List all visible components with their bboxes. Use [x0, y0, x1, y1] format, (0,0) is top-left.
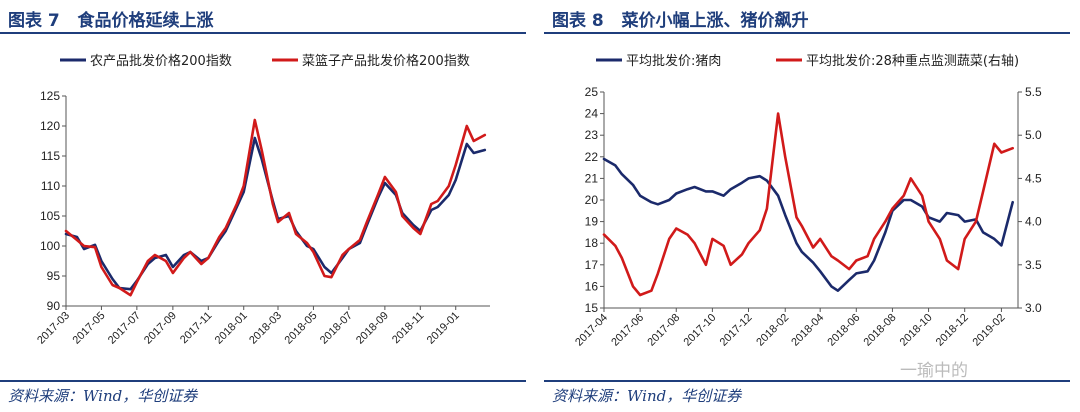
y-tick-label: 120: [40, 119, 60, 133]
y2-tick-label: 5.0: [1025, 128, 1042, 142]
legend-label: 农产品批发价格200指数: [90, 53, 232, 69]
y-tick-label: 18: [585, 236, 599, 250]
source-rule: [544, 380, 1070, 382]
x-tick-label: 2017-03: [35, 310, 72, 347]
y-tick-label: 95: [47, 269, 61, 283]
y-tick-label: 15: [585, 301, 599, 315]
x-tick-label: 2018-12: [934, 312, 971, 349]
watermark: 一瑜中的: [900, 361, 968, 381]
y-tick-label: 23: [585, 128, 599, 142]
x-tick-label: 2018-09: [354, 310, 391, 347]
y-tick-label: 19: [585, 215, 599, 229]
y2-tick-label: 3.5: [1025, 258, 1042, 272]
pork-vegetable-price-chart: 15 16 17 18 19 20 21 22 23 24 25 3.0 3.5 4.0 4.5 5.0 5.5…: [573, 53, 1042, 349]
x-tick-label: 2018-03: [247, 310, 284, 347]
y-tick-label: 21: [585, 171, 599, 185]
x-tick-label: 2017-05: [71, 310, 108, 347]
figure-title: 图表 8 菜价小幅上涨、猪价飙升: [552, 11, 809, 31]
x-tick-label: 2018-06: [825, 312, 862, 349]
x-tick-label: 2017-08: [645, 312, 682, 349]
series-line-1: [602, 157, 1015, 292]
title-rule: [0, 32, 526, 34]
y-tick-label: 22: [585, 150, 599, 164]
x-tick-label: 2017-12: [718, 312, 755, 349]
x-tick-label: 2018-01: [213, 310, 250, 347]
x-tick-label: 2018-10: [898, 312, 935, 349]
series-line-2: [602, 112, 1015, 297]
x-tick-label: 2017-09: [142, 310, 179, 347]
y2-tick-label: 4.0: [1025, 215, 1042, 229]
x-tick-label: 2018-11: [390, 310, 426, 346]
x-tick-label: 2017-10: [681, 312, 718, 349]
y2-tick-label: 3.0: [1025, 301, 1042, 315]
x-tick-label: 2017-07: [106, 310, 143, 347]
x-tick-label: 2018-02: [754, 312, 791, 349]
y-tick-label: 115: [41, 149, 60, 163]
y2-tick-label: 5.5: [1025, 85, 1042, 99]
x-tick-label: 2018-05: [283, 310, 320, 347]
food-price-index-chart: 90951001051101151201252017-032017-052017…: [35, 53, 490, 347]
y-tick-label: 100: [40, 239, 60, 253]
y-tick-label: 25: [585, 85, 599, 99]
legend-label: 菜篮子产品批发价格200指数: [302, 53, 470, 69]
y-tick-label: 105: [40, 209, 60, 223]
series-line-2: [64, 118, 487, 297]
y-tick-label: 20: [585, 193, 599, 207]
x-tick-label: 2018-08: [862, 312, 899, 349]
legend-label: 平均批发价:猪肉: [626, 53, 721, 69]
source-note: 资料来源：Wind，华创证券: [8, 387, 198, 405]
chart-panel-left: 图表 7 食品价格延续上涨 90 95 100 105 110 115 120 125 2017…: [0, 0, 526, 412]
x-tick-label: 2017-04: [573, 312, 610, 349]
y-tick-label: 90: [47, 299, 61, 313]
y-tick-label: 16: [585, 279, 599, 293]
y-tick-label: 17: [585, 258, 599, 272]
y-tick-label: 24: [585, 107, 599, 121]
figure-title: 图表 7 食品价格延续上涨: [8, 11, 214, 31]
title-rule: [544, 32, 1070, 34]
chart-panel-right: 图表 8 菜价小幅上涨、猪价飙升 15 16 17 18 19 20 21 22 23 24 25 3…: [544, 0, 1070, 412]
y2-tick-label: 4.5: [1025, 171, 1042, 185]
legend-label: 平均批发价:28种重点监测蔬菜(右轴): [806, 53, 1019, 69]
source-note: 资料来源：Wind，华创证券: [552, 387, 742, 405]
x-tick-label: 2017-06: [609, 312, 646, 349]
x-tick-label: 2017-11: [178, 310, 214, 346]
y-tick-label: 110: [41, 179, 60, 193]
x-tick-label: 2019-01: [425, 310, 462, 347]
y-tick-label: 125: [40, 89, 60, 103]
x-tick-label: 2018-04: [789, 312, 826, 349]
x-tick-label: 2019-02: [971, 312, 1008, 349]
x-tick-label: 2018-07: [318, 310, 355, 347]
source-rule: [0, 380, 526, 382]
